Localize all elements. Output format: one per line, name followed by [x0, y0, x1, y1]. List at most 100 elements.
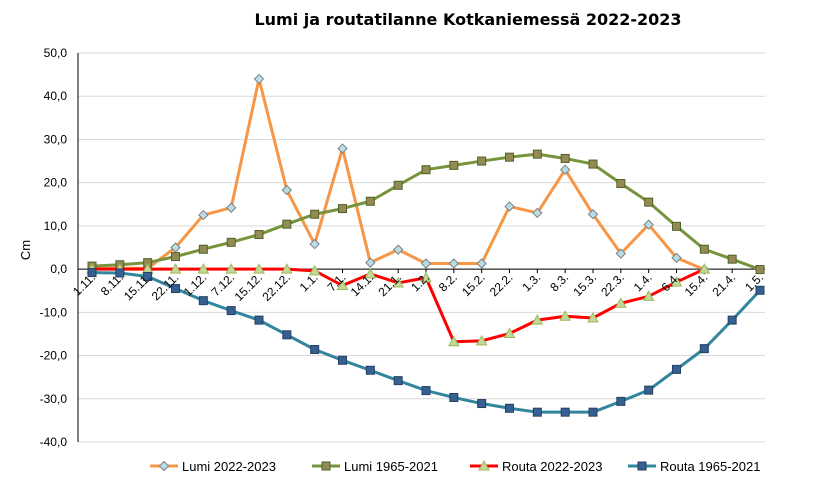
lumi-2022-2023-point — [337, 143, 348, 154]
lumi-1965-2021-point — [393, 180, 403, 190]
routa-1965-2021-point — [310, 345, 320, 355]
x-tick-label: 22.3. — [598, 270, 627, 299]
routa-1965-2021-point — [226, 306, 236, 316]
lumi-1965-2021-point — [477, 156, 487, 166]
lumi-1965-2021-point — [310, 209, 320, 219]
routa-2022-2023-point — [308, 264, 321, 276]
routa-1965-2021-point — [254, 315, 264, 325]
lumi-1965-2021-point — [727, 254, 737, 264]
lumi-1965-2021-point — [699, 244, 709, 254]
y-tick-label: 40,0 — [44, 89, 68, 103]
routa-1965-2021-point — [644, 385, 654, 395]
routa-2022-2023-point — [225, 263, 238, 274]
routa-2022-2023-point — [169, 263, 182, 274]
x-tick-label: 15.3. — [570, 270, 599, 299]
lumi-1965-2021-point — [254, 230, 264, 240]
lumi-2022-2023-line — [91, 77, 705, 271]
legend-item-lumi-1965-2021: Lumi 1965-2021 — [312, 459, 438, 474]
legend: Lumi 2022-2023 Lumi 1965-2021 Routa 2022-2… — [150, 459, 760, 474]
lumi-1965-2021-point — [505, 152, 514, 162]
legend-item-lumi-2022-2023: Lumi 2022-2023 — [150, 459, 276, 474]
routa-2022-2023-point — [197, 263, 210, 274]
legend-item-routa-1965-2021: Routa 1965-2021 — [628, 459, 760, 474]
y-tick-label: 50,0 — [44, 46, 68, 60]
y-tick-label: -40,0 — [40, 435, 68, 449]
y-tick-label: -30,0 — [40, 392, 68, 406]
routa-1965-2021-point — [143, 271, 153, 281]
legend-routa-2022-2023-point — [478, 459, 490, 471]
legend-label: Lumi 2022-2023 — [182, 459, 276, 474]
lumi-1965-2021-point — [755, 265, 765, 275]
routa-1965-2021-point — [338, 355, 347, 365]
routa-1965-2021-point — [755, 285, 765, 295]
routa-2022-2023-point — [392, 276, 405, 288]
y-tick-label: 10,0 — [44, 219, 68, 233]
routa-1965-2021-point — [505, 403, 514, 413]
x-axis-ticks: 1.11. 8.11.15.11.22.11. 1.12. 7.12.15.12.22… — [70, 270, 766, 303]
lumi-1965-2021-point — [672, 221, 681, 231]
routa-1965-2021-point — [421, 386, 431, 396]
routa-2022-2023-point — [559, 310, 572, 321]
routa-1965-2021-point — [365, 365, 375, 375]
legend-label: Lumi 1965-2021 — [344, 459, 438, 474]
lumi-2022-2023-point — [281, 184, 293, 196]
routa-1965-2021-point — [588, 407, 598, 417]
routa-2022-2023-point — [698, 263, 711, 274]
routa-2022-2023-point — [280, 263, 293, 274]
x-tick-label: 22.12. — [259, 270, 292, 303]
lumi-2022-2023-point — [671, 252, 682, 264]
y-axis-label: Cm — [18, 240, 33, 260]
routa-1965-2021-point — [282, 330, 292, 340]
lumi-2022-2023-point — [532, 207, 543, 219]
x-tick-label: 7.1. — [325, 270, 349, 294]
series-routa-2022-2023 — [86, 263, 711, 347]
routa-2022-2023-point — [420, 271, 432, 283]
legend-label: Routa 2022-2023 — [502, 459, 602, 474]
lumi-2022-2023-point — [587, 209, 599, 220]
series-routa-1965-2021 — [87, 268, 765, 417]
routa-2022-2023-point — [670, 276, 683, 287]
lumi-1965-2021-point — [588, 159, 598, 169]
x-tick-label: 1.4. — [631, 270, 655, 294]
x-tick-label: 22.2. — [487, 270, 516, 299]
lumi-2022-2023-point — [170, 242, 181, 253]
lumi-2022-2023-point — [392, 244, 404, 255]
series-group — [86, 73, 765, 417]
x-tick-label: 21.4. — [710, 270, 739, 299]
routa-2022-2023-point — [642, 290, 655, 301]
routa-1965-2021-point — [449, 392, 459, 402]
routa-1965-2021-point — [560, 407, 570, 417]
routa-1965-2021-point — [171, 284, 180, 294]
series-lumi-2022-2023 — [86, 73, 710, 275]
lumi-1965-2021-point — [338, 204, 347, 214]
chart-title: Lumi ja routatilanne Kotkaniemessä 2022-… — [254, 10, 681, 29]
legend-label: Routa 1965-2021 — [660, 459, 760, 474]
routa-2022-2023-point — [475, 334, 488, 346]
lumi-1965-2021-point — [421, 165, 431, 175]
lumi-1965-2021-point — [560, 153, 570, 163]
lumi-2022-2023-point — [198, 209, 209, 221]
routa-2022-2023-point — [587, 311, 599, 323]
lumi-2022-2023-point — [365, 257, 376, 268]
lumi-2022-2023-point — [309, 238, 320, 250]
lumi-2022-2023-point — [420, 258, 432, 269]
lumi-2022-2023-point — [559, 164, 571, 175]
lumi-2022-2023-point — [476, 258, 487, 269]
series-lumi-1965-2021 — [87, 149, 765, 275]
x-tick-label: 15.2. — [459, 270, 488, 299]
y-axis-ticks: 50,0 40,0 30,0 20,0 10,0 0,0 -10,0 -20,0 -30,0 -4… — [40, 46, 68, 449]
routa-2022-2023-point — [503, 327, 516, 339]
lumi-1965-2021-point — [171, 252, 180, 262]
x-tick-label: 8.2. — [436, 270, 460, 294]
legend-lumi-2022-2023-point — [158, 460, 170, 472]
routa-1965-2021-point — [393, 376, 403, 386]
x-tick-label: 1.12. — [181, 270, 210, 299]
y-tick-label: -10,0 — [40, 305, 68, 319]
routa-2022-2023-point — [447, 335, 460, 347]
lumi-2022-2023-point — [448, 258, 460, 269]
lumi-2022-2023-point — [225, 202, 237, 213]
lumi-1965-2021-point — [226, 237, 236, 247]
routa-1965-2021-point — [477, 399, 487, 409]
legend-routa-1965-2021-point — [637, 461, 647, 471]
